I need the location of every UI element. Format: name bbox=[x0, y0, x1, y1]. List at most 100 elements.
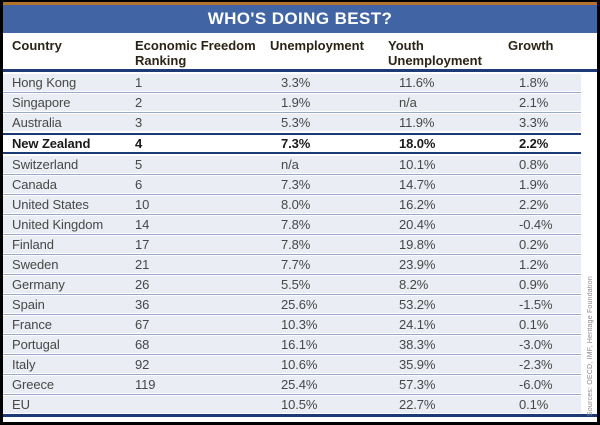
table-row: EU 10.5% 22.7% 0.1% bbox=[3, 396, 581, 413]
cell-growth: 1.8% bbox=[519, 75, 549, 90]
cell-ranking: 17 bbox=[135, 237, 150, 252]
top-accent-bar bbox=[3, 2, 597, 5]
table-row: Australia 3 5.3% 11.9% 3.3% bbox=[3, 114, 581, 131]
cell-growth: 1.9% bbox=[519, 177, 549, 192]
cell-ranking: 14 bbox=[135, 217, 150, 232]
table-row: Germany 26 5.5% 8.2% 0.9% bbox=[3, 276, 581, 293]
cell-youth-unemployment: 57.3% bbox=[399, 377, 436, 392]
cell-ranking: 119 bbox=[135, 377, 156, 392]
column-header-youth-unemployment: Youth Unemployment bbox=[388, 38, 482, 68]
cell-growth: 2.2% bbox=[519, 136, 549, 151]
column-header-economic-freedom-ranking: Economic Freedom Ranking bbox=[135, 38, 256, 68]
cell-unemployment: 5.3% bbox=[281, 115, 311, 130]
cell-ranking: 67 bbox=[135, 317, 150, 332]
cell-youth-unemployment: 19.8% bbox=[399, 237, 436, 252]
cell-growth: 0.8% bbox=[519, 157, 549, 172]
row-separator bbox=[3, 233, 581, 236]
cell-ranking: 92 bbox=[135, 357, 150, 372]
cell-ranking: 1 bbox=[135, 75, 143, 90]
table-row: France 67 10.3% 24.1% 0.1% bbox=[3, 316, 581, 333]
cell-youth-unemployment: 14.7% bbox=[399, 177, 436, 192]
table-row: Singapore 2 1.9% n/a 2.1% bbox=[3, 94, 581, 111]
cell-country: Sweden bbox=[12, 257, 59, 272]
row-separator bbox=[3, 111, 581, 114]
cell-growth: -6.0% bbox=[519, 377, 553, 392]
row-separator bbox=[3, 253, 581, 256]
cell-ranking: 4 bbox=[135, 136, 143, 151]
row-separator bbox=[3, 91, 581, 94]
cell-country: New Zealand bbox=[12, 136, 91, 151]
cell-growth: -1.5% bbox=[519, 297, 553, 312]
cell-country: Australia bbox=[12, 115, 62, 130]
table-row: New Zealand 4 7.3% 18.0% 2.2% bbox=[3, 133, 581, 154]
column-header-unemployment: Unemployment bbox=[270, 38, 364, 53]
cell-country: Hong Kong bbox=[12, 75, 77, 90]
cell-youth-unemployment: 35.9% bbox=[399, 357, 436, 372]
table-row: Switzerland 5 n/a 10.1% 0.8% bbox=[3, 156, 581, 173]
cell-country: Spain bbox=[12, 297, 45, 312]
cell-unemployment: n/a bbox=[281, 157, 299, 172]
cell-country: Switzerland bbox=[12, 157, 79, 172]
cell-country: Singapore bbox=[12, 95, 71, 110]
cell-ranking: 2 bbox=[135, 95, 143, 110]
cell-youth-unemployment: 16.2% bbox=[399, 197, 436, 212]
cell-unemployment: 1.9% bbox=[281, 95, 311, 110]
cell-country: Portugal bbox=[12, 337, 60, 352]
table-row: Hong Kong 1 3.3% 11.6% 1.8% bbox=[3, 74, 581, 91]
cell-unemployment: 8.0% bbox=[281, 197, 311, 212]
cell-unemployment: 7.8% bbox=[281, 237, 311, 252]
table-row: Canada 6 7.3% 14.7% 1.9% bbox=[3, 176, 581, 193]
cell-youth-unemployment: 11.9% bbox=[399, 115, 435, 130]
table-row: Italy 92 10.6% 35.9% -2.3% bbox=[3, 356, 581, 373]
cell-unemployment: 10.6% bbox=[281, 357, 318, 372]
table-row: Finland 17 7.8% 19.8% 0.2% bbox=[3, 236, 581, 253]
cell-unemployment: 25.4% bbox=[281, 377, 318, 392]
cell-ranking: 21 bbox=[135, 257, 150, 272]
cell-country: Greece bbox=[12, 377, 55, 392]
cell-ranking: 3 bbox=[135, 115, 143, 130]
row-separator bbox=[3, 273, 581, 276]
cell-youth-unemployment: 18.0% bbox=[399, 136, 436, 151]
cell-ranking: 10 bbox=[135, 197, 150, 212]
cell-ranking: 68 bbox=[135, 337, 150, 352]
cell-youth-unemployment: n/a bbox=[399, 95, 417, 110]
cell-growth: 0.9% bbox=[519, 277, 549, 292]
row-separator bbox=[3, 373, 581, 376]
cell-country: EU bbox=[12, 397, 30, 412]
cell-country: France bbox=[12, 317, 52, 332]
column-header-country: Country bbox=[12, 38, 62, 53]
cell-unemployment: 10.3% bbox=[281, 317, 318, 332]
cell-youth-unemployment: 53.2% bbox=[399, 297, 436, 312]
row-separator bbox=[3, 131, 581, 133]
row-separator bbox=[3, 154, 581, 156]
cell-unemployment: 7.8% bbox=[281, 217, 311, 232]
cell-growth: -2.3% bbox=[519, 357, 553, 372]
bottom-rule bbox=[3, 414, 597, 417]
cell-youth-unemployment: 11.6% bbox=[399, 75, 435, 90]
cell-unemployment: 7.3% bbox=[281, 136, 311, 151]
row-separator bbox=[3, 353, 581, 356]
cell-country: United Kingdom bbox=[12, 217, 104, 232]
table-row: Portugal 68 16.1% 38.3% -3.0% bbox=[3, 336, 581, 353]
cell-growth: 0.1% bbox=[519, 317, 549, 332]
cell-ranking: 26 bbox=[135, 277, 150, 292]
cell-ranking: 36 bbox=[135, 297, 150, 312]
title-banner: WHO'S DOING BEST? bbox=[3, 5, 597, 33]
cell-youth-unemployment: 20.4% bbox=[399, 217, 436, 232]
table-body: Hong Kong 1 3.3% 11.6% 1.8% Singapore 2 1.9% n/a… bbox=[3, 74, 581, 413]
cell-youth-unemployment: 8.2% bbox=[399, 277, 429, 292]
header-rule bbox=[3, 69, 597, 72]
table-row: Greece 119 25.4% 57.3% -6.0% bbox=[3, 376, 581, 393]
table-row: Sweden 21 7.7% 23.9% 1.2% bbox=[3, 256, 581, 273]
row-separator bbox=[3, 333, 581, 336]
cell-growth: 3.3% bbox=[519, 115, 549, 130]
cell-unemployment: 7.3% bbox=[281, 177, 311, 192]
row-separator bbox=[3, 313, 581, 316]
cell-youth-unemployment: 38.3% bbox=[399, 337, 436, 352]
row-separator bbox=[3, 393, 581, 396]
table-row: United Kingdom 14 7.8% 20.4% -0.4% bbox=[3, 216, 581, 233]
cell-unemployment: 25.6% bbox=[281, 297, 318, 312]
cell-country: Canada bbox=[12, 177, 57, 192]
cell-unemployment: 3.3% bbox=[281, 75, 311, 90]
source-note: Sources: OECD, IMF, Heritage Foundation bbox=[587, 275, 594, 416]
